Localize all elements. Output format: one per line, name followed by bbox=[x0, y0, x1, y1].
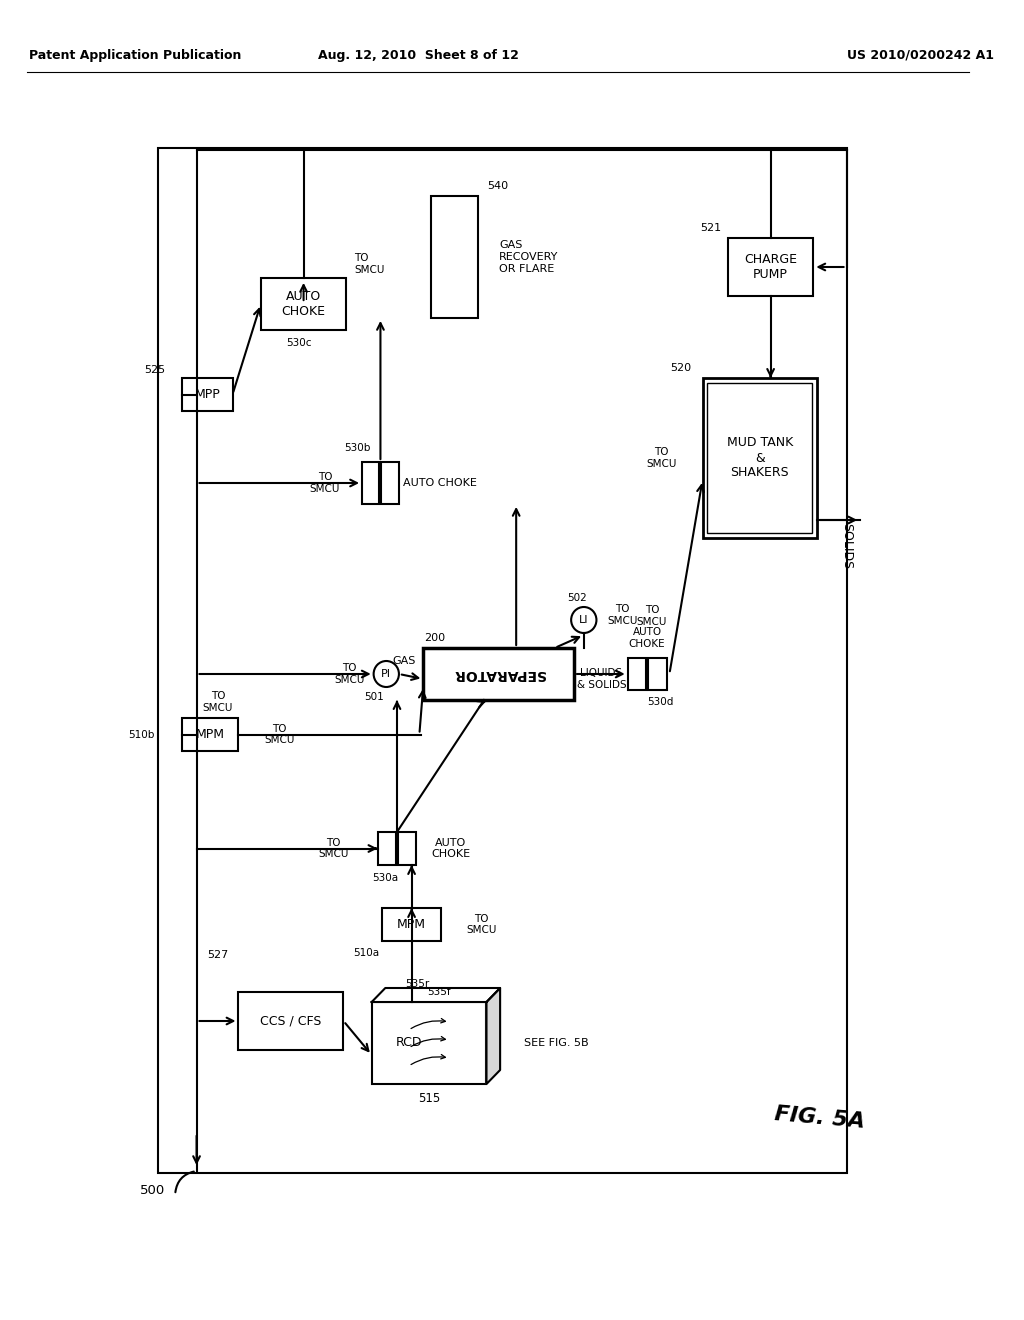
Text: MPM: MPM bbox=[196, 729, 224, 741]
Text: AUTO CHOKE: AUTO CHOKE bbox=[402, 478, 477, 488]
Text: TO
SMCU: TO SMCU bbox=[354, 253, 385, 275]
Text: AUTO
CHOKE: AUTO CHOKE bbox=[629, 627, 666, 649]
Text: 525: 525 bbox=[144, 366, 165, 375]
Text: TO
SMCU: TO SMCU bbox=[318, 838, 349, 859]
Text: SEPARATOR: SEPARATOR bbox=[453, 667, 545, 681]
Text: US 2010/0200242 A1: US 2010/0200242 A1 bbox=[847, 49, 993, 62]
Text: TO
SMCU: TO SMCU bbox=[646, 447, 677, 469]
Text: 527: 527 bbox=[207, 950, 228, 960]
Text: 510a: 510a bbox=[353, 948, 380, 958]
Bar bbox=[702, 378, 817, 539]
Text: AUTO
CHOKE: AUTO CHOKE bbox=[282, 290, 326, 318]
Bar bbox=[261, 279, 346, 330]
Text: SEE FIG. 5B: SEE FIG. 5B bbox=[524, 1038, 589, 1048]
Text: 510b: 510b bbox=[128, 730, 155, 739]
Bar bbox=[182, 718, 239, 751]
Bar bbox=[728, 238, 813, 296]
Text: 515: 515 bbox=[418, 1093, 440, 1106]
Text: 535f: 535f bbox=[427, 987, 451, 997]
Bar bbox=[361, 462, 380, 504]
Bar bbox=[378, 832, 396, 865]
Text: 530d: 530d bbox=[647, 697, 674, 708]
Text: LI: LI bbox=[579, 615, 589, 624]
Polygon shape bbox=[372, 987, 500, 1002]
Text: GAS: GAS bbox=[392, 656, 416, 667]
Bar bbox=[708, 383, 812, 533]
Text: TO
SMCU: TO SMCU bbox=[334, 663, 365, 685]
Bar bbox=[628, 657, 646, 690]
Bar bbox=[372, 1002, 486, 1084]
Text: Aug. 12, 2010  Sheet 8 of 12: Aug. 12, 2010 Sheet 8 of 12 bbox=[317, 49, 519, 62]
Text: 200: 200 bbox=[424, 634, 445, 643]
Text: 500: 500 bbox=[140, 1184, 166, 1197]
Text: 501: 501 bbox=[364, 692, 384, 702]
Text: CCS / CFS: CCS / CFS bbox=[260, 1015, 322, 1027]
Polygon shape bbox=[486, 987, 500, 1084]
Text: MPM: MPM bbox=[397, 917, 426, 931]
Bar bbox=[182, 378, 232, 411]
Text: 540: 540 bbox=[487, 181, 509, 191]
Text: 530b: 530b bbox=[344, 444, 371, 453]
Text: LIQUIDS
& SOLIDS: LIQUIDS & SOLIDS bbox=[577, 668, 626, 690]
Text: TO
SMCU: TO SMCU bbox=[310, 473, 340, 494]
Text: SOLIDS: SOLIDS bbox=[840, 523, 853, 569]
Bar bbox=[239, 993, 343, 1049]
Text: TO
SMCU: TO SMCU bbox=[467, 913, 497, 936]
Text: TO
SMCU: TO SMCU bbox=[607, 605, 638, 626]
Text: TO
SMCU: TO SMCU bbox=[203, 692, 233, 713]
Text: GAS
RECOVERY
OR FLARE: GAS RECOVERY OR FLARE bbox=[499, 240, 558, 273]
Text: TO
SMCU: TO SMCU bbox=[264, 723, 295, 746]
Text: FIG. 5A: FIG. 5A bbox=[773, 1104, 865, 1133]
Text: 530a: 530a bbox=[373, 873, 398, 883]
Text: Patent Application Publication: Patent Application Publication bbox=[30, 49, 242, 62]
Text: AUTO
CHOKE: AUTO CHOKE bbox=[431, 838, 470, 859]
Text: TO
SMCU: TO SMCU bbox=[637, 605, 667, 627]
Bar bbox=[158, 148, 847, 1173]
Text: 535r: 535r bbox=[406, 979, 429, 989]
Bar bbox=[381, 462, 399, 504]
Text: MUD TANK
&
SHAKERS: MUD TANK & SHAKERS bbox=[727, 437, 793, 479]
Text: 520: 520 bbox=[671, 363, 691, 374]
Text: 521: 521 bbox=[699, 223, 721, 234]
Text: CHARGE
PUMP: CHARGE PUMP bbox=[744, 253, 797, 281]
Bar bbox=[382, 908, 440, 941]
Text: 530c: 530c bbox=[286, 338, 311, 348]
Bar bbox=[423, 648, 574, 700]
Text: MPP: MPP bbox=[195, 388, 220, 401]
Text: PI: PI bbox=[381, 669, 391, 678]
Bar bbox=[648, 657, 667, 690]
Text: 502: 502 bbox=[567, 593, 587, 603]
Bar bbox=[398, 832, 417, 865]
Text: RCD: RCD bbox=[396, 1036, 423, 1049]
Bar bbox=[431, 195, 478, 318]
